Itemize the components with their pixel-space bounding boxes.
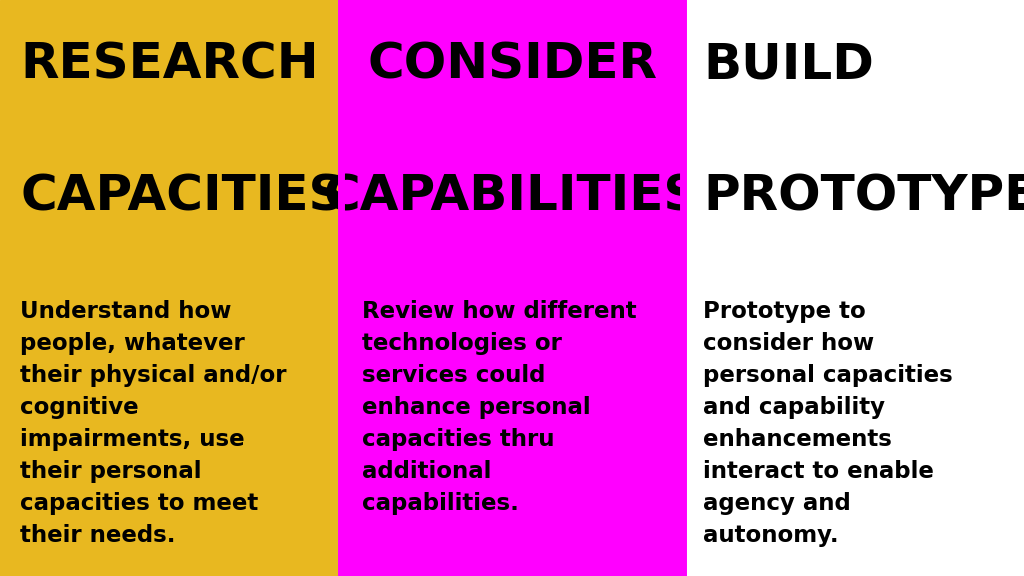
Text: CAPACITIES: CAPACITIES (20, 173, 345, 221)
Text: CAPABILITIES: CAPABILITIES (324, 173, 700, 221)
Text: PROTOTYPES: PROTOTYPES (703, 173, 1024, 221)
Text: Understand how
people, whatever
their physical and/or
cognitive
impairments, use: Understand how people, whatever their ph… (20, 300, 287, 547)
Text: Prototype to
consider how
personal capacities
and capability
enhancements
intera: Prototype to consider how personal capac… (703, 300, 953, 547)
Text: RESEARCH: RESEARCH (20, 40, 319, 88)
Text: BUILD: BUILD (703, 40, 874, 88)
Text: CONSIDER: CONSIDER (367, 40, 657, 88)
Text: Review how different
technologies or
services could
enhance personal
capacities : Review how different technologies or ser… (361, 300, 637, 514)
